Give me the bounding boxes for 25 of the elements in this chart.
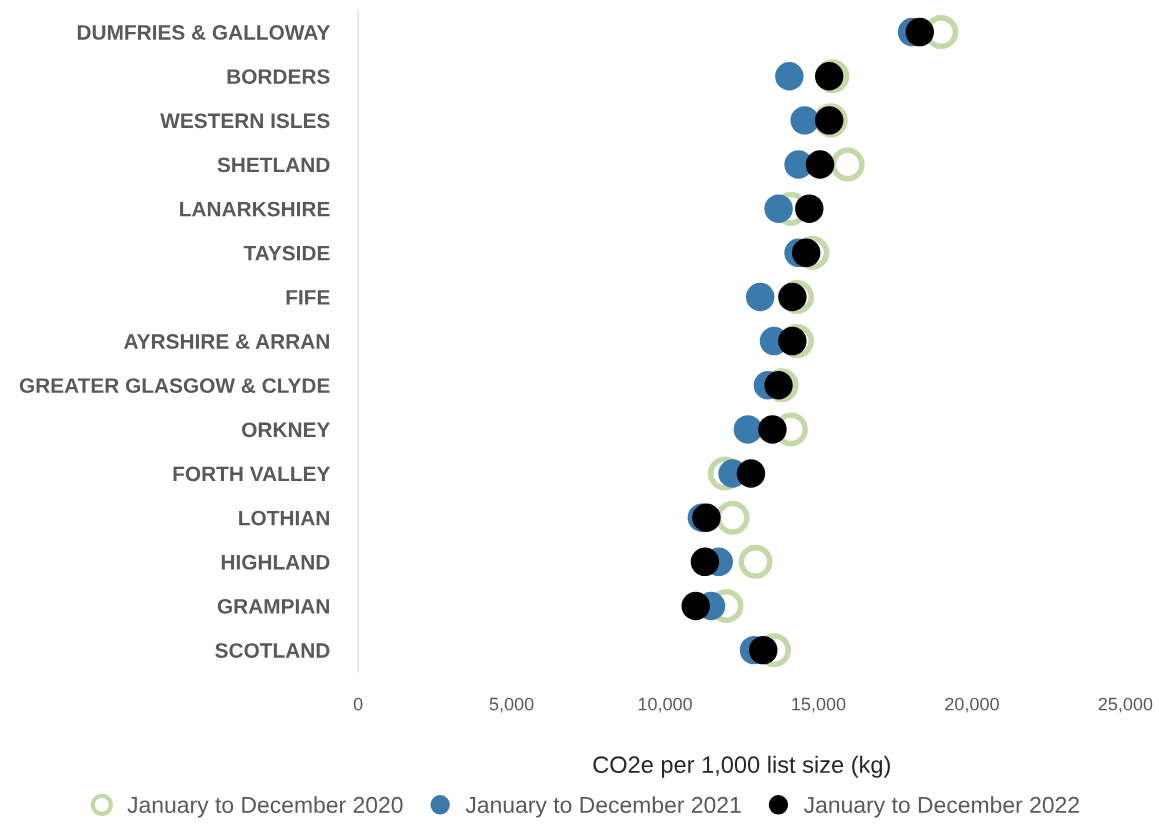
y-tick-label: HIGHLAND [221, 554, 330, 570]
x-tick-label: 5,000 [489, 697, 534, 713]
y-tick-label: SHETLAND [217, 157, 330, 173]
legend-label: January to December 2022 [804, 796, 1079, 818]
y-tick-label: DUMFRIES & GALLOWAY [77, 25, 331, 40]
y-tick-label: LOTHIAN [239, 510, 329, 526]
y-tick-label: AYRSHIRE & ARRAN [124, 334, 329, 349]
y-tick-label: TAYSIDE [243, 245, 330, 261]
y-tick-label: ORKNEY [242, 422, 331, 438]
x-tick-label: 20,000 [945, 697, 999, 713]
x-tick-label: 10,000 [638, 697, 692, 713]
legend-label: January to December 2020 [127, 796, 403, 818]
y-tick-label: SCOTLAND [215, 643, 330, 658]
y-tick-label: FORTH VALLEY [173, 466, 331, 482]
x-tick-label: 25,000 [1098, 697, 1153, 713]
x-axis-title: CO2e per 1,000 list size (kg) [593, 755, 890, 778]
y-tick-label: GRAMPIAN [217, 598, 329, 614]
y-tick-label: WESTERN ISLES [160, 113, 330, 129]
y-tick-label: FIFE [286, 290, 330, 305]
x-tick-label: 15,000 [792, 697, 846, 713]
x-tick-label: 0 [353, 697, 363, 711]
legend-label: January to December 2021 [465, 796, 741, 818]
y-tick-label: LANARKSHIRE [180, 201, 330, 217]
y-tick-label: BORDERS [227, 69, 330, 84]
y-tick-label: GREATER GLASGOW & CLYDE [19, 378, 330, 394]
